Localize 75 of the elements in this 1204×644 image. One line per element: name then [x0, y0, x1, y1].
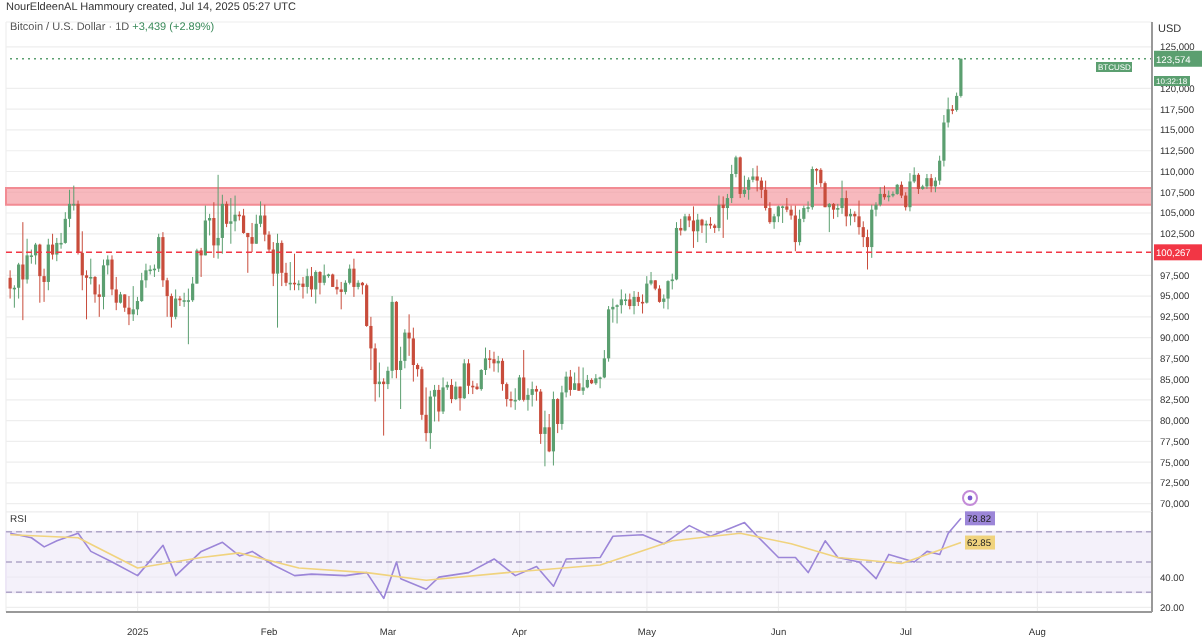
candlestick [46, 238, 50, 291]
candlestick [462, 358, 466, 400]
candlestick [229, 197, 233, 245]
candlestick [309, 266, 314, 298]
candlestick [840, 180, 844, 215]
candlestick [241, 208, 246, 235]
candlestick [865, 229, 870, 270]
candlestick [275, 233, 280, 329]
candlestick [428, 390, 432, 450]
candlestick [772, 213, 776, 230]
candlestick [314, 269, 318, 305]
candlestick [916, 172, 921, 195]
candlestick [844, 190, 848, 227]
candlestick [157, 233, 161, 273]
candlestick [738, 156, 742, 199]
candlestick [742, 175, 747, 198]
candlestick [619, 288, 623, 315]
candlestick [556, 397, 560, 434]
candlestick [8, 269, 12, 300]
candlestick [458, 386, 462, 412]
candlestick [700, 218, 704, 234]
candlestick [89, 258, 93, 285]
candlestick [101, 259, 106, 310]
candlestick [785, 197, 789, 213]
candlestick [870, 204, 874, 259]
candlestick [449, 378, 454, 404]
candlestick [717, 195, 721, 232]
candlestick [908, 172, 912, 212]
candlestick [594, 373, 598, 386]
candlestick [645, 275, 649, 305]
candlestick [224, 200, 229, 228]
candlestick [437, 384, 441, 422]
candlestick [526, 387, 530, 412]
candlestick [488, 349, 492, 369]
candlestick [203, 205, 207, 256]
candlestick [212, 201, 216, 259]
candlestick [305, 268, 309, 295]
candlestick [131, 285, 135, 322]
candlestick [568, 369, 572, 397]
candlestick [666, 279, 670, 310]
candlestick [691, 205, 696, 249]
candlestick [747, 176, 751, 201]
candlestick [793, 205, 797, 252]
candlestick [318, 270, 322, 295]
candlestick [50, 233, 55, 261]
candlestick [581, 366, 585, 396]
candlestick [517, 374, 522, 402]
candlestick [17, 262, 21, 300]
candlestick [539, 388, 543, 445]
candlestick [797, 209, 802, 246]
candlestick [755, 165, 759, 192]
candlestick [530, 381, 534, 408]
candlestick [547, 413, 551, 453]
candlestick [352, 258, 356, 298]
candlestick [543, 410, 547, 467]
candlestick [810, 166, 814, 211]
candlestick [339, 281, 343, 310]
line-series [9, 532, 962, 581]
candlestick [322, 264, 326, 286]
candlestick [577, 366, 581, 392]
candlestick [522, 349, 526, 403]
candlestick [280, 239, 284, 287]
candlestick [454, 381, 458, 401]
candlestick [25, 238, 29, 285]
candlestick [632, 290, 636, 315]
candlestick [466, 358, 471, 395]
candlestick [97, 283, 101, 318]
candlestick [127, 295, 131, 326]
candlestick [492, 351, 496, 373]
candlestick [925, 173, 929, 190]
candlestick [441, 376, 445, 415]
candlestick [891, 190, 895, 198]
candlestick [174, 288, 178, 320]
candlestick [301, 276, 305, 300]
line-series [9, 517, 962, 600]
